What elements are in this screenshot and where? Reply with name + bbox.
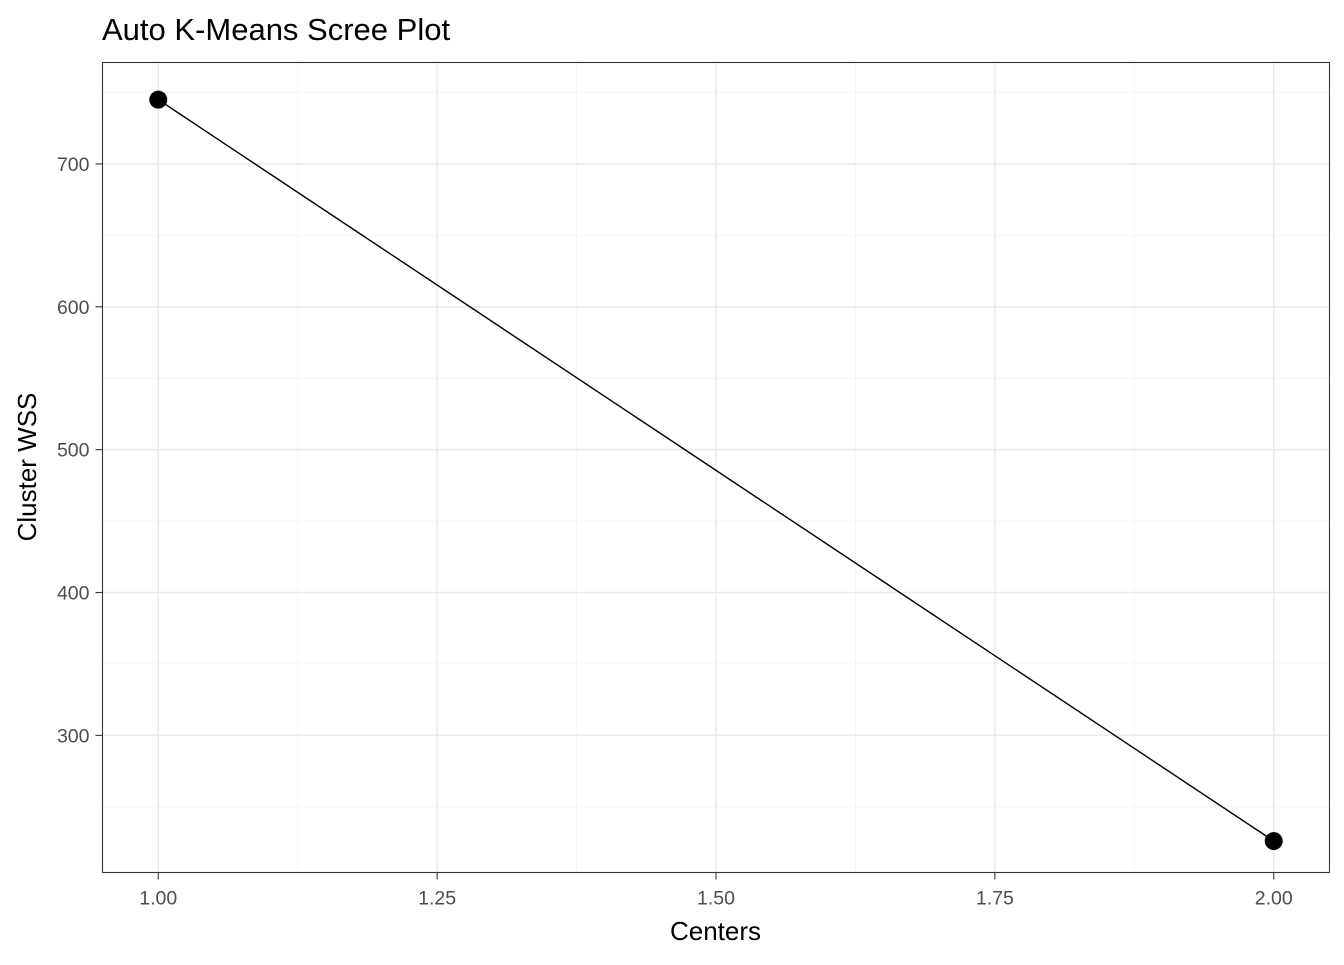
x-tick-label: 1.75 xyxy=(976,888,1014,910)
x-tick-label: 2.00 xyxy=(1255,888,1293,910)
y-tick-label: 500 xyxy=(57,440,90,462)
chart-title: Auto K-Means Scree Plot xyxy=(102,12,450,47)
y-tick-label: 400 xyxy=(57,583,90,605)
y-tick-label: 700 xyxy=(57,154,90,176)
y-axis-title: Cluster WSS xyxy=(12,393,42,542)
data-point xyxy=(149,90,168,109)
x-axis-title: Centers xyxy=(670,916,761,946)
y-tick-label: 600 xyxy=(57,297,90,319)
series-line xyxy=(157,99,1275,842)
x-tick-label: 1.25 xyxy=(418,888,456,910)
data-point xyxy=(1264,832,1283,851)
y-tick-label: 300 xyxy=(57,725,90,747)
x-tick-label: 1.00 xyxy=(139,888,177,910)
series xyxy=(149,90,1283,851)
grid xyxy=(102,62,1330,873)
panel-border xyxy=(101,61,1331,874)
axis-ticks: 1.00 1.25 1.50 1.75 2.00 300 400 500 600 700 xyxy=(57,154,1293,910)
x-tick-label: 1.50 xyxy=(697,888,735,910)
